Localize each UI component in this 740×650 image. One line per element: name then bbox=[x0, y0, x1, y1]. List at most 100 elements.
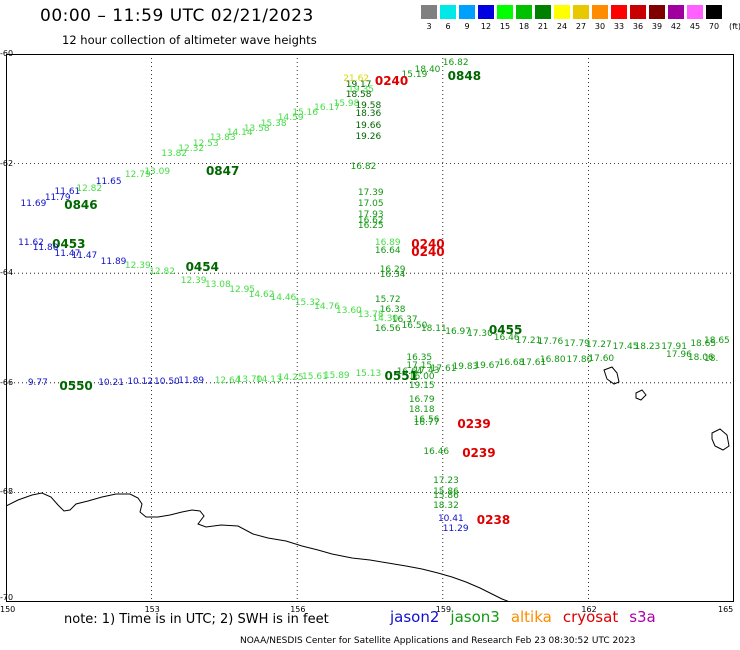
longitude-tick-label: 162 bbox=[581, 605, 597, 614]
wave-height-label: 11.79 bbox=[44, 192, 71, 203]
wave-height-label: 16.64 bbox=[396, 367, 423, 378]
longitude-tick-label: 159 bbox=[435, 605, 452, 614]
wave-height-label: 16.82 bbox=[442, 58, 469, 69]
wave-height-label: 13.70 bbox=[236, 374, 263, 385]
wave-height-label: 18.32 bbox=[433, 500, 459, 511]
legend-label: 9 bbox=[464, 22, 470, 31]
wave-height-label: 18.58 bbox=[345, 90, 372, 101]
wave-height-label: 16.29 bbox=[379, 264, 406, 275]
wave-height-label: 17.91 bbox=[661, 341, 687, 352]
wave-height-label: 17.23 bbox=[433, 475, 459, 486]
wave-height-label: 12.95 bbox=[229, 285, 256, 296]
latitude-tick-label: -62 bbox=[0, 158, 14, 168]
pass-time-label: 0239 bbox=[457, 417, 491, 432]
wave-height-label: 18.23 bbox=[634, 341, 661, 352]
island-outline bbox=[603, 366, 620, 385]
pass-time-label: 0846 bbox=[64, 198, 98, 213]
wave-height-label: 14.76 bbox=[314, 301, 340, 312]
wave-height-label: 11.47 bbox=[54, 248, 81, 259]
wave-height-label: 15.98 bbox=[333, 98, 360, 109]
wave-height-label: 16.68 bbox=[498, 358, 525, 369]
legend-label: 45 bbox=[689, 22, 701, 31]
wave-height-label: 17.79 bbox=[564, 338, 590, 349]
wave-height-label: 16.64 bbox=[374, 245, 401, 256]
legend-label: 42 bbox=[670, 22, 682, 31]
satellite-jason2: jason2 bbox=[390, 608, 440, 626]
wave-height-label: 17.96 bbox=[666, 349, 692, 360]
wave-height-label: 10.21 bbox=[98, 378, 124, 389]
wave-height-label: 11.47 bbox=[71, 251, 98, 262]
pass-time-label: 0550 bbox=[59, 379, 93, 394]
wave-height-label: 19.15 bbox=[408, 381, 435, 392]
legend-label: 39 bbox=[651, 22, 663, 31]
wave-height-label: 14.25 bbox=[277, 372, 304, 383]
wave-height-label: 17.45 bbox=[612, 341, 639, 352]
wave-height-label: 12.79 bbox=[124, 170, 151, 181]
legend-swatch bbox=[421, 5, 437, 19]
satellite-altika: altika bbox=[510, 608, 552, 626]
legend-label: 70 bbox=[708, 22, 720, 31]
wave-height-label: 12.39 bbox=[124, 261, 151, 272]
legend-label: 36 bbox=[632, 22, 644, 31]
wave-height-label: 13.60 bbox=[336, 306, 362, 317]
wave-height-label: 11.89 bbox=[100, 256, 127, 267]
legend-label: 21 bbox=[537, 22, 549, 31]
wave-height-label: 17.05 bbox=[357, 199, 384, 210]
wave-height-label: 16.50 bbox=[401, 320, 428, 331]
legend-label: 33 bbox=[613, 22, 625, 31]
longitude-tick-label: 153 bbox=[144, 605, 160, 614]
legend-swatch bbox=[535, 5, 551, 19]
longitude-tick-label: 165 bbox=[718, 605, 734, 614]
legend-swatch bbox=[649, 5, 665, 19]
map-subtitle: 12 hour collection of altimeter wave hei… bbox=[62, 33, 317, 47]
credit-line: NOAA/NESDIS Center for Satellite Applica… bbox=[240, 636, 636, 646]
wave-height-label: 15.19 bbox=[401, 70, 428, 81]
latitude-tick-label: -60 bbox=[0, 49, 14, 58]
wave-height-label: 16.80 bbox=[539, 355, 566, 366]
pass-time-label: 0240 bbox=[411, 236, 445, 251]
latitude-tick-label: -68 bbox=[0, 487, 14, 497]
wave-height-label: 12.39 bbox=[180, 275, 207, 286]
wave-height-label: 19.58 bbox=[355, 101, 382, 112]
pass-time-label: 0551 bbox=[384, 369, 418, 384]
wave-height-label: 17.43 bbox=[413, 366, 440, 377]
wave-height-label: 19.66 bbox=[355, 121, 382, 132]
wave-height-label: 12.82 bbox=[149, 266, 175, 277]
wave-height-label: 11.80 bbox=[32, 243, 59, 254]
map-title: 00:00 – 11:59 UTC 02/21/2023 bbox=[40, 6, 314, 26]
wave-height-label: 14.59 bbox=[277, 113, 304, 124]
wave-height-label: 13.58 bbox=[243, 124, 270, 135]
wave-height-label: 15.89 bbox=[323, 370, 350, 381]
wave-height-label: 15.86 bbox=[433, 486, 459, 497]
legend-swatch bbox=[668, 5, 684, 19]
wave-height-label: 12.64 bbox=[214, 375, 241, 386]
legend-unit: (ft) bbox=[728, 22, 740, 31]
pass-time-label: 0847 bbox=[205, 164, 240, 179]
wave-height-label: 16.46 bbox=[423, 447, 450, 458]
wave-height-label: 14.62 bbox=[248, 289, 275, 300]
wave-height-label: 12.82 bbox=[76, 183, 103, 194]
wave-height-label: 17.61 bbox=[430, 363, 457, 374]
legend-swatch bbox=[459, 5, 475, 19]
legend-swatch bbox=[706, 5, 722, 19]
pass-time-label: 0240 bbox=[411, 244, 445, 259]
wave-height-label: 14.30 bbox=[372, 314, 399, 325]
pass-time-label: 0454 bbox=[185, 260, 219, 275]
legend-label: 12 bbox=[480, 22, 492, 31]
wave-height-label: 18.18 bbox=[408, 404, 435, 415]
pass-time-label: 0238 bbox=[476, 513, 511, 528]
wave-height-label: 15.86 bbox=[433, 490, 459, 501]
pass-time-label: 0453 bbox=[52, 236, 86, 251]
wave-height-label: 12.53 bbox=[192, 138, 219, 149]
wave-height-label: 13.09 bbox=[144, 167, 171, 178]
legend-label: 27 bbox=[575, 22, 587, 31]
wave-height-label: 19.26 bbox=[355, 131, 382, 142]
wave-height-label: 12.32 bbox=[178, 144, 205, 155]
wave-height-label: 16.89 bbox=[374, 237, 401, 248]
wave-height-label: 13.83 bbox=[209, 133, 236, 144]
wave-height-label: 16.97 bbox=[445, 326, 471, 337]
wave-height-label: 15.32 bbox=[294, 297, 321, 308]
wave-height-label: 18.11 bbox=[420, 323, 447, 334]
wave-height-label: 16.79 bbox=[408, 394, 435, 405]
wave-height-label: 11.29 bbox=[442, 524, 469, 535]
